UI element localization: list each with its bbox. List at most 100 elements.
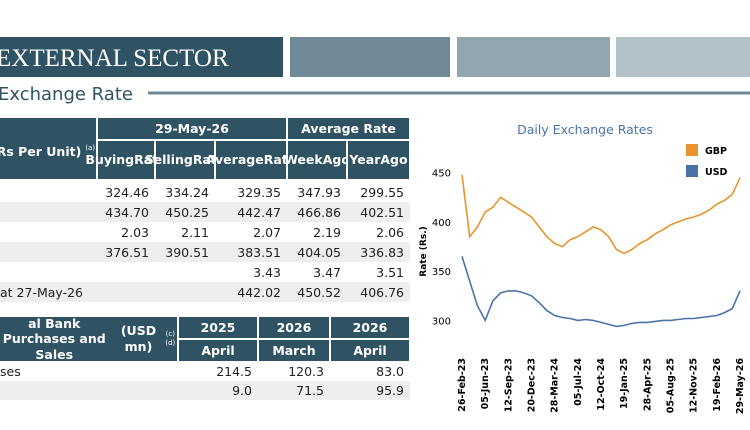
row-label-text: ses [0, 364, 21, 379]
cell-text: 2.07 [253, 224, 281, 240]
header-text: Ago [322, 152, 350, 168]
column-header: March [258, 339, 330, 362]
column-header: Week Ago [284, 140, 350, 180]
x-tick-label: 29-May-26 [735, 358, 746, 414]
cell-text: 434.70 [105, 204, 149, 220]
cell-text: 3.43 [253, 264, 281, 280]
note: (a) [85, 144, 96, 152]
chart-title: Daily Exchange Rates [517, 122, 653, 137]
cell: 383.51 [215, 242, 287, 262]
x-tick-label: 19-Feb-26 [712, 358, 723, 412]
subtitle: Exchange Rate [0, 84, 133, 105]
header-text: Ago [380, 152, 408, 168]
band [457, 37, 610, 77]
cell-text: 390.51 [165, 244, 209, 260]
x-tick-label: 28-Apr-25 [642, 358, 653, 411]
column-header-text: April [353, 342, 387, 358]
x-tick-label: 12-Oct-24 [596, 358, 607, 411]
cell-text: 334.24 [165, 184, 209, 200]
cell-text: 329.35 [237, 184, 281, 200]
group-header: 29-May-26 [97, 117, 287, 140]
column-header-text: 2026 [352, 319, 388, 335]
row-band [0, 381, 410, 400]
cell: 9.0 [178, 381, 258, 400]
row-label-text: at 27-May-26 [0, 284, 83, 300]
column-header: April [330, 339, 410, 362]
column-header-text: 2026 [276, 319, 312, 335]
cell: 214.5 [178, 362, 258, 381]
cell: 95.9 [330, 381, 410, 400]
x-tick-label: 26-Feb-23 [457, 358, 468, 412]
cell: 347.93 [287, 182, 347, 202]
column-header: Year Ago [347, 140, 410, 180]
cell: 442.47 [215, 202, 287, 222]
cell: 450.52 [287, 282, 347, 302]
band [616, 37, 750, 77]
cell-text: 214.5 [216, 364, 252, 379]
band [290, 37, 450, 77]
x-tick-label: 05-Jun-23 [480, 358, 491, 409]
cell-text: 71.5 [296, 383, 324, 398]
cell: 390.51 [155, 242, 215, 262]
cell: 402.51 [347, 202, 410, 222]
header-text: Average [205, 152, 264, 168]
cell: 2.06 [347, 222, 410, 242]
cell-text: 406.76 [360, 284, 404, 300]
column-header: April [178, 339, 258, 362]
y-tick-label: 400 [432, 218, 451, 229]
header-text: Year [349, 152, 381, 168]
row-label: ses [0, 362, 178, 381]
cell: 71.5 [258, 381, 330, 400]
x-tick-label: 12-Sep-23 [503, 358, 514, 412]
x-tick-label: 05-Jul-24 [573, 358, 584, 406]
cell-text: 9.0 [232, 383, 252, 398]
y-axis-label: Rate (Rs.) [419, 226, 429, 276]
cell: 3.51 [347, 262, 410, 282]
column-header: 2026 [258, 316, 330, 339]
cell: 466.86 [287, 202, 347, 222]
cell: 434.70 [97, 202, 155, 222]
cell: 406.76 [347, 282, 410, 302]
cell: 376.51 [97, 242, 155, 262]
header-text: al Bank Purchases and Sales [2, 315, 106, 362]
cell: 299.55 [347, 182, 410, 202]
cell-text: 2.06 [376, 224, 404, 240]
cell-text: 336.83 [360, 244, 404, 260]
cell-text: 3.51 [376, 264, 404, 280]
cell-text: 95.9 [376, 383, 404, 398]
cell: 404.05 [287, 242, 347, 262]
cell-text: 324.46 [105, 184, 149, 200]
legend-label: GBP [705, 146, 727, 157]
cell-text: 404.05 [297, 244, 341, 260]
row-band [0, 242, 410, 262]
group-header-text: 29-May-26 [155, 120, 229, 136]
cell: 2.07 [215, 222, 287, 242]
cell: 329.35 [215, 182, 287, 202]
legend-label: USD [705, 167, 728, 178]
cell: 334.24 [155, 182, 215, 202]
cell: 336.83 [347, 242, 410, 262]
cell: 450.25 [155, 202, 215, 222]
x-tick-label: 19-Jan-25 [619, 358, 630, 409]
series-line [461, 174, 741, 255]
header-text: (USD mn) [120, 323, 157, 354]
group-header-text: Average Rate [301, 120, 396, 136]
row-band [0, 282, 410, 302]
cell-text: 83.0 [376, 364, 404, 379]
cell-text: 383.51 [237, 244, 281, 260]
cell-text: 402.51 [360, 204, 404, 220]
cell: 2.11 [155, 222, 215, 242]
cell: 442.02 [215, 282, 287, 302]
series-line [461, 256, 741, 328]
y-tick-label: 300 [432, 316, 451, 327]
cell: 83.0 [330, 362, 410, 381]
cell-text: 466.86 [297, 204, 341, 220]
stub-header: al Bank Purchases and Sales (USD mn) (c) (… [0, 316, 178, 362]
column-header: 2026 [330, 316, 410, 339]
column-header: Average Rate [206, 140, 296, 180]
y-tick-label: 350 [432, 267, 451, 278]
section-title: EXTERNAL SECTOR [0, 45, 229, 72]
cell-text: 442.47 [237, 204, 281, 220]
column-header: 2025 [178, 316, 258, 339]
